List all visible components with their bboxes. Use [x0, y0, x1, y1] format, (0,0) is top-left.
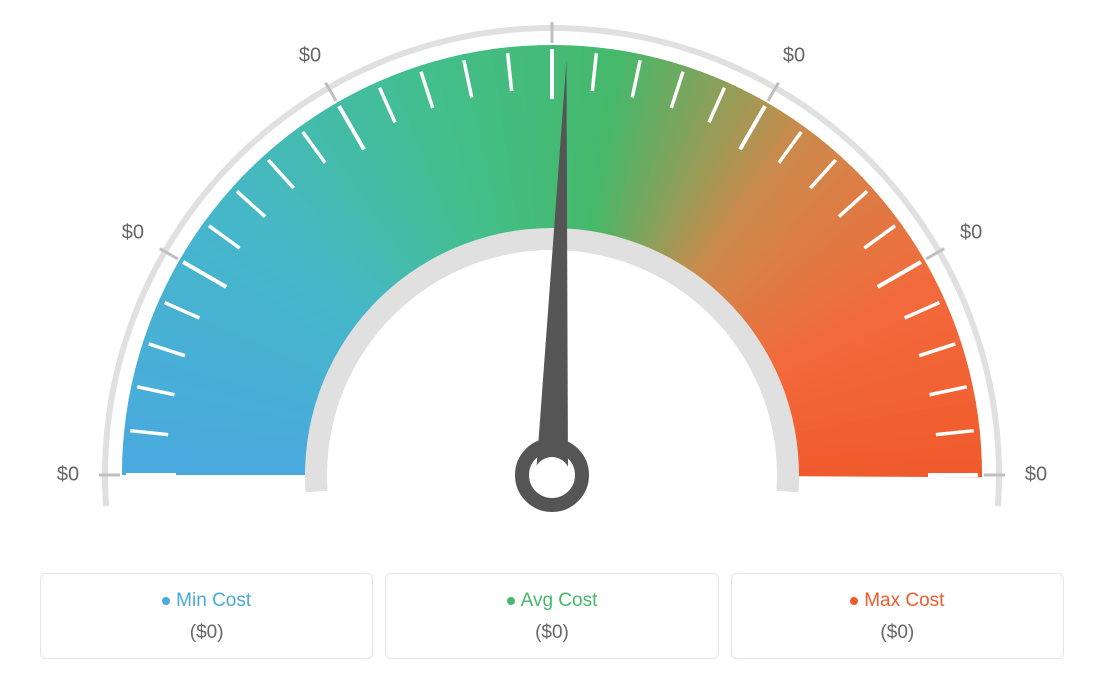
legend-value-max: ($0): [742, 622, 1053, 644]
legend-value-avg: ($0): [396, 622, 707, 644]
dot-icon: [162, 597, 170, 605]
dot-icon: [507, 597, 515, 605]
tick-label: $0: [1025, 464, 1047, 487]
cost-gauge-chart: $0 $0 $0 $0 $0 $0 $0 Min Cost ($0) Avg Cost ($…: [0, 0, 1104, 690]
tick-label: $0: [960, 222, 982, 245]
legend-title-text: Avg Cost: [521, 590, 598, 611]
legend-card-min: Min Cost ($0): [40, 573, 373, 659]
tick-label: $0: [122, 222, 144, 245]
gauge-svg: [0, 0, 1104, 560]
dot-icon: [850, 597, 858, 605]
legend-value-min: ($0): [51, 622, 362, 644]
legend-title-min: Min Cost: [51, 590, 362, 612]
tick-label: $0: [299, 44, 321, 67]
legend-card-max: Max Cost ($0): [731, 573, 1064, 659]
gauge-area: $0 $0 $0 $0 $0 $0 $0: [0, 0, 1104, 560]
legend-title-text: Max Cost: [864, 590, 944, 611]
tick-label: $0: [57, 464, 79, 487]
legend-title-text: Min Cost: [176, 590, 251, 611]
tick-label: $0: [783, 44, 805, 67]
legend-title-max: Max Cost: [742, 590, 1053, 612]
legend-card-avg: Avg Cost ($0): [385, 573, 718, 659]
legend-title-avg: Avg Cost: [396, 590, 707, 612]
tick-label: $0: [541, 0, 563, 3]
legend-row: Min Cost ($0) Avg Cost ($0) Max Cost ($0…: [40, 573, 1064, 659]
